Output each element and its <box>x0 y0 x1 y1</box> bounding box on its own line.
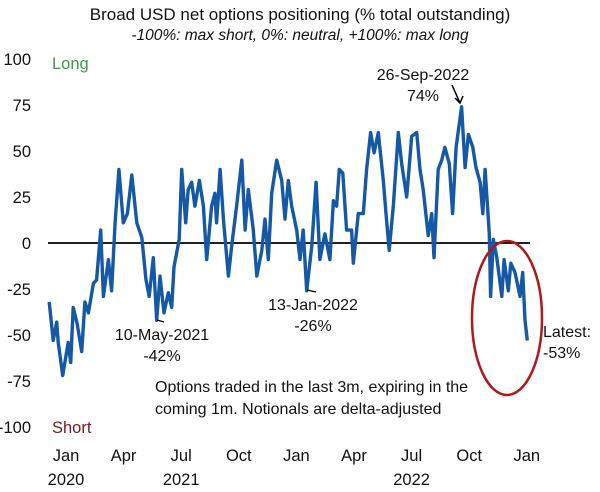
y-tick-label: -100 <box>0 419 31 437</box>
x-tick-label: Oct <box>226 447 252 465</box>
annotation-latest-value: -53% <box>543 345 580 362</box>
annotation-may2021: 10-May-2021 -42% <box>115 319 209 365</box>
x-year-label: 2020 <box>48 471 85 489</box>
x-tick-label: Jan <box>283 447 310 465</box>
annotation-may-value: -42% <box>143 348 180 365</box>
x-tick-label: Apr <box>111 447 137 465</box>
x-year-label: 2021 <box>163 471 200 489</box>
leader-line <box>156 319 165 323</box>
long-label: Long <box>52 55 89 73</box>
x-year-label: 2022 <box>393 471 430 489</box>
annotation-peak-date: 26-Sep-2022 <box>377 67 470 84</box>
chart-title: Broad USD net options positioning (% tot… <box>90 5 511 24</box>
chart-subtitle: -100%: max short, 0%: neutral, +100%: ma… <box>131 27 469 44</box>
y-tick-label: 75 <box>13 97 31 115</box>
x-tick-label: Apr <box>341 447 367 465</box>
x-tick-label: Jan <box>53 447 80 465</box>
note-line-2: coming 1m. Notionals are delta-adjusted <box>155 401 441 418</box>
note-line-1: Options traded in the last 3m, expiring … <box>155 379 468 396</box>
x-axis: Jan Apr Jul Oct Jan Apr Jul Oct Jan 2020 2021 2022 <box>48 447 540 489</box>
annotation-jan-date: 13-Jan-2022 <box>268 297 358 314</box>
highlight-circle <box>470 239 544 397</box>
y-tick-label: 25 <box>13 189 31 207</box>
x-tick-label: Oct <box>456 447 482 465</box>
annotation-jan2022: 13-Jan-2022 -26% <box>268 289 358 335</box>
y-tick-label: 100 <box>3 51 31 69</box>
short-label: Short <box>52 419 92 437</box>
series-line <box>47 105 529 378</box>
y-axis: 100 75 50 25 0 -25 -50 -75 -100 <box>0 51 31 437</box>
x-tick-label: Jul <box>401 447 422 465</box>
annotation-peak: 26-Sep-2022 74% <box>377 67 470 105</box>
annotation-jan-value: -26% <box>294 318 331 335</box>
arrow-icon <box>451 84 464 105</box>
x-tick-label: Jan <box>513 447 540 465</box>
y-tick-label: -25 <box>7 281 31 299</box>
x-tick-label: Jul <box>171 447 192 465</box>
y-tick-label: 50 <box>13 143 31 161</box>
annotation-latest: Latest: -53% <box>543 324 591 362</box>
y-tick-label: -75 <box>7 373 31 391</box>
y-tick-label: 0 <box>22 235 31 253</box>
y-tick-label: -50 <box>7 327 31 345</box>
annotation-may-date: 10-May-2021 <box>115 327 209 344</box>
annotation-peak-value: 74% <box>407 88 439 105</box>
leader-line <box>306 289 317 293</box>
annotation-latest-label: Latest: <box>543 324 591 341</box>
